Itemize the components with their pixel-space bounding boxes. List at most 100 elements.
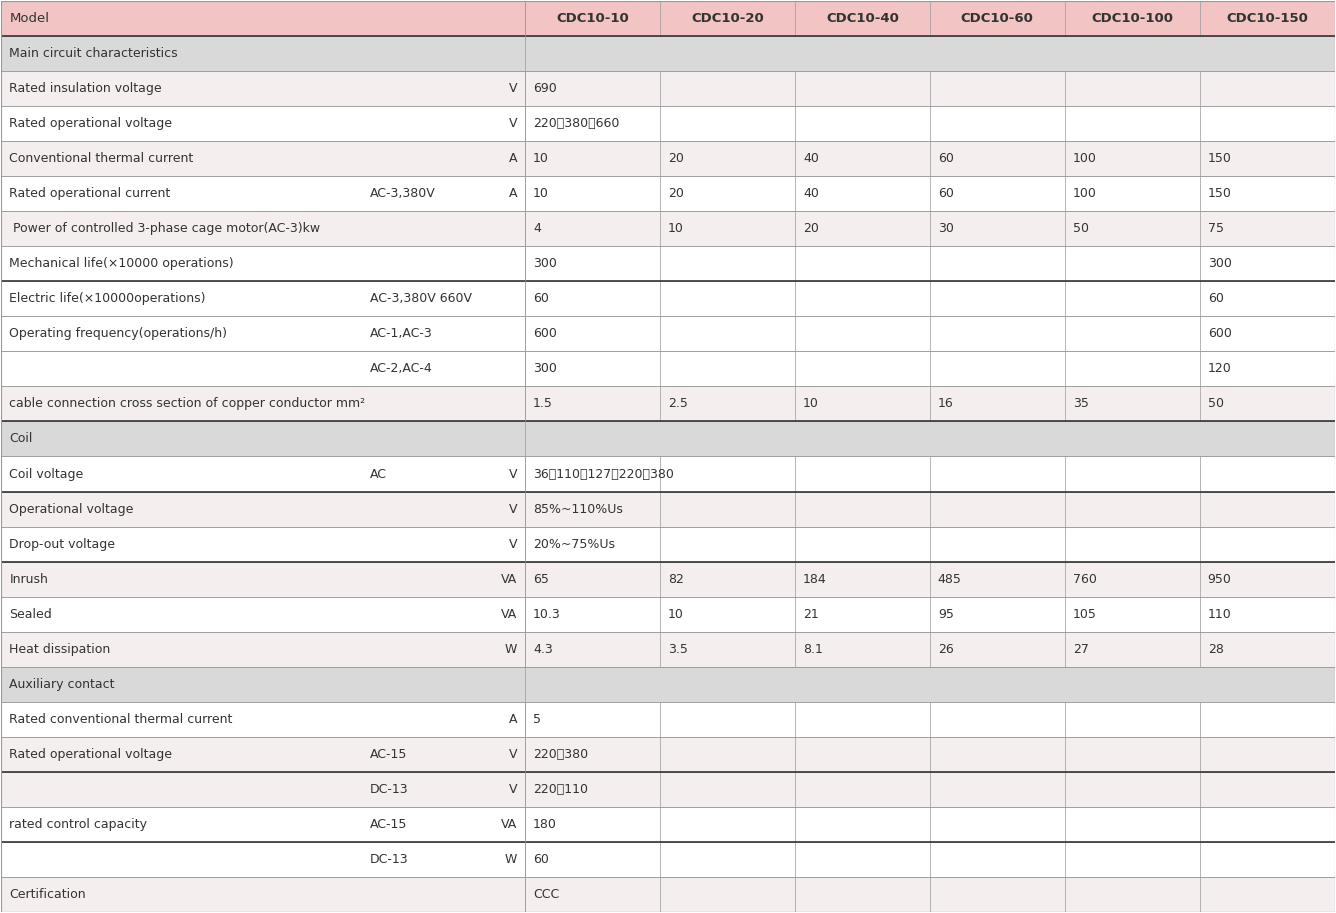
Text: 110: 110	[1208, 607, 1232, 621]
Text: 30: 30	[938, 223, 954, 236]
Text: A: A	[509, 712, 517, 726]
Text: CCC: CCC	[533, 887, 560, 900]
Text: 60: 60	[533, 292, 549, 306]
Text: 485: 485	[938, 572, 962, 585]
Text: 220、380: 220、380	[533, 748, 588, 761]
Text: 50: 50	[1073, 223, 1089, 236]
Text: AC-15: AC-15	[370, 817, 407, 831]
Bar	[1, 701, 1335, 737]
Text: 60: 60	[1208, 292, 1224, 306]
Text: rated control capacity: rated control capacity	[9, 817, 147, 831]
Text: 220、110: 220、110	[533, 782, 588, 795]
Text: 60: 60	[938, 152, 954, 165]
Text: W: W	[505, 853, 517, 866]
Text: AC-15: AC-15	[370, 748, 407, 761]
Bar	[1, 491, 1335, 527]
Bar	[1, 561, 1335, 596]
Bar	[1, 37, 1335, 71]
Text: 60: 60	[938, 187, 954, 201]
Text: 40: 40	[803, 152, 819, 165]
Text: AC-1,AC-3: AC-1,AC-3	[370, 328, 433, 341]
Bar	[1, 806, 1335, 842]
Text: CDC10-20: CDC10-20	[691, 13, 764, 26]
Text: Inrush: Inrush	[9, 572, 48, 585]
Text: V: V	[509, 467, 517, 480]
Text: 21: 21	[803, 607, 819, 621]
Bar	[1, 247, 1335, 281]
Text: V: V	[509, 118, 517, 131]
Text: 600: 600	[1208, 328, 1232, 341]
Bar	[1, 842, 1335, 876]
Text: 105: 105	[1073, 607, 1097, 621]
Bar	[1, 596, 1335, 632]
Text: 3.5: 3.5	[668, 643, 688, 656]
Bar	[1, 71, 1335, 107]
Text: Conventional thermal current: Conventional thermal current	[9, 152, 194, 165]
Bar	[1, 212, 1335, 247]
Text: 82: 82	[668, 572, 684, 585]
Text: 220、380、660: 220、380、660	[533, 118, 620, 131]
Text: 2.5: 2.5	[668, 397, 688, 411]
Text: 300: 300	[533, 257, 557, 270]
Text: 85%~110%Us: 85%~110%Us	[533, 502, 623, 516]
Text: Power of controlled 3-phase cage motor(AC-3)kw: Power of controlled 3-phase cage motor(A…	[9, 223, 321, 236]
Text: 75: 75	[1208, 223, 1224, 236]
Text: 10: 10	[533, 187, 549, 201]
Text: 16: 16	[938, 397, 954, 411]
Text: 100: 100	[1073, 187, 1097, 201]
Text: CDC10-100: CDC10-100	[1092, 13, 1173, 26]
Bar	[1, 352, 1335, 386]
Text: Mechanical life(×10000 operations): Mechanical life(×10000 operations)	[9, 257, 234, 270]
Bar	[1, 142, 1335, 176]
Text: 4: 4	[533, 223, 541, 236]
Text: Rated operational voltage: Rated operational voltage	[9, 748, 172, 761]
Text: 36、110、127、220、380: 36、110、127、220、380	[533, 467, 673, 480]
Text: 120: 120	[1208, 362, 1232, 375]
Bar	[1, 666, 1335, 701]
Text: A: A	[509, 187, 517, 201]
Text: 150: 150	[1208, 187, 1232, 201]
Text: Coil voltage: Coil voltage	[9, 467, 84, 480]
Text: V: V	[509, 782, 517, 795]
Text: 10: 10	[533, 152, 549, 165]
Text: 100: 100	[1073, 152, 1097, 165]
Text: 10.3: 10.3	[533, 607, 561, 621]
Bar	[1, 632, 1335, 666]
Text: Operational voltage: Operational voltage	[9, 502, 134, 516]
Text: 8.1: 8.1	[803, 643, 823, 656]
Bar	[1, 2, 1335, 37]
Text: Heat dissipation: Heat dissipation	[9, 643, 111, 656]
Text: 300: 300	[1208, 257, 1232, 270]
Text: 184: 184	[803, 572, 827, 585]
Text: cable connection cross section of copper conductor mm²: cable connection cross section of copper…	[9, 397, 366, 411]
Text: Coil: Coil	[9, 433, 33, 446]
Text: Rated operational voltage: Rated operational voltage	[9, 118, 172, 131]
Text: V: V	[509, 82, 517, 96]
Text: DC-13: DC-13	[370, 782, 409, 795]
Text: 28: 28	[1208, 643, 1224, 656]
Text: 10: 10	[668, 607, 684, 621]
Text: DC-13: DC-13	[370, 853, 409, 866]
Bar	[1, 737, 1335, 771]
Text: 150: 150	[1208, 152, 1232, 165]
Bar	[1, 107, 1335, 142]
Text: AC-3,380V 660V: AC-3,380V 660V	[370, 292, 472, 306]
Bar	[1, 771, 1335, 806]
Text: Auxiliary contact: Auxiliary contact	[9, 677, 115, 690]
Bar	[1, 386, 1335, 422]
Text: AC-2,AC-4: AC-2,AC-4	[370, 362, 433, 375]
Text: AC-3,380V: AC-3,380V	[370, 187, 436, 201]
Text: AC: AC	[370, 467, 387, 480]
Text: 27: 27	[1073, 643, 1089, 656]
Text: Electric life(×10000operations): Electric life(×10000operations)	[9, 292, 206, 306]
Bar	[1, 422, 1335, 456]
Text: Certification: Certification	[9, 887, 86, 900]
Bar	[1, 456, 1335, 491]
Text: Sealed: Sealed	[9, 607, 52, 621]
Text: 10: 10	[803, 397, 819, 411]
Text: 600: 600	[533, 328, 557, 341]
Text: CDC10-40: CDC10-40	[826, 13, 899, 26]
Text: VA: VA	[501, 817, 517, 831]
Text: 35: 35	[1073, 397, 1089, 411]
Text: 20: 20	[803, 223, 819, 236]
